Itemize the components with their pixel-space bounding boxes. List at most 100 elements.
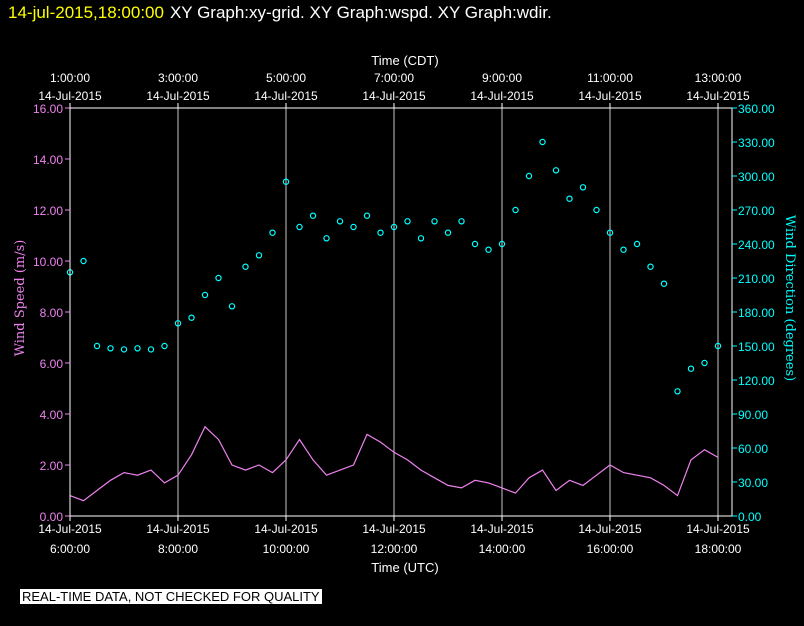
wind-direction-point bbox=[647, 263, 654, 270]
right-tick-label-12: 360.00 bbox=[738, 102, 775, 116]
wind-direction-point bbox=[390, 223, 398, 231]
wind-direction-point bbox=[552, 167, 560, 174]
right-tick-label-0: 0.00 bbox=[738, 510, 762, 524]
bottom-tick-time-5: 16:00:00 bbox=[587, 542, 634, 556]
right-axis: 0.00 30.00 60.00 90.00 120.00 150.00 180.00 210… bbox=[732, 102, 775, 524]
bottom-tick-time-4: 14:00:00 bbox=[479, 542, 526, 556]
wind-direction-point bbox=[701, 359, 708, 367]
wind-direction-point bbox=[512, 206, 519, 214]
wind-direction-point bbox=[660, 280, 668, 287]
wind-direction-point bbox=[539, 138, 546, 146]
wind-direction-point bbox=[80, 257, 87, 265]
wind-direction-point bbox=[309, 212, 317, 219]
top-tick-date-1: 14-Jul-2015 bbox=[146, 89, 210, 103]
wind-direction-point bbox=[255, 252, 263, 259]
left-tick-label-5: 10.00 bbox=[33, 255, 63, 269]
top-tick-date-3: 14-Jul-2015 bbox=[362, 89, 426, 103]
right-tick-label-3: 90.00 bbox=[738, 408, 768, 422]
right-tick-label-8: 240.00 bbox=[738, 238, 775, 252]
top-tick-time-2: 5:00:00 bbox=[266, 71, 306, 85]
bottom-tick-time-0: 6:00:00 bbox=[50, 542, 90, 556]
vertical-grid bbox=[177, 108, 719, 516]
bottom-tick-time-2: 10:00:00 bbox=[263, 542, 310, 556]
wind-direction-point bbox=[431, 218, 438, 225]
wind-direction-point bbox=[579, 184, 587, 191]
wind-direction-point bbox=[134, 345, 141, 352]
wind-direction-point bbox=[458, 218, 465, 225]
bottom-axis: 14-Jul-2015 6:00:00 14-Jul-2015 8:00:00 14-J… bbox=[38, 516, 750, 556]
left-tick-label-7: 14.00 bbox=[33, 153, 63, 167]
wind-direction-point bbox=[471, 240, 479, 248]
wind-direction-point bbox=[336, 218, 344, 225]
left-tick-label-6: 12.00 bbox=[33, 204, 63, 218]
wind-direction-point bbox=[201, 291, 209, 299]
wind-direction-point bbox=[633, 240, 641, 248]
wind-direction-point bbox=[363, 212, 371, 219]
bottom-tick-date-0: 14-Jul-2015 bbox=[38, 522, 102, 536]
right-tick-label-7: 210.00 bbox=[738, 272, 775, 286]
wind-direction-point bbox=[404, 218, 411, 225]
wind-direction-point bbox=[323, 235, 330, 242]
bottom-axis-title: Time (UTC) bbox=[371, 560, 438, 575]
wind-direction-point bbox=[93, 342, 101, 350]
wind-direction-point bbox=[188, 314, 195, 321]
wind-direction-point bbox=[242, 263, 249, 270]
left-axis-title: Wind Speed (m/s) bbox=[13, 240, 28, 357]
wind-direction-point bbox=[120, 346, 128, 353]
top-axis-title: Time (CDT) bbox=[371, 53, 438, 68]
wind-direction-point bbox=[350, 223, 357, 231]
top-tick-time-6: 13:00:00 bbox=[695, 71, 742, 85]
right-tick-label-2: 60.00 bbox=[738, 442, 768, 456]
top-tick-time-3: 7:00:00 bbox=[374, 71, 414, 85]
wind-direction-point bbox=[269, 229, 276, 236]
top-tick-time-5: 11:00:00 bbox=[587, 71, 633, 85]
wind-direction-point bbox=[714, 342, 722, 350]
wind-direction-point bbox=[215, 274, 222, 282]
wind-speed-series bbox=[69, 425, 719, 502]
bottom-tick-date-4: 14-Jul-2015 bbox=[470, 522, 534, 536]
right-tick-label-1: 30.00 bbox=[738, 476, 768, 490]
left-tick-label-1: 2.00 bbox=[40, 459, 64, 473]
top-tick-time-1: 3:00:00 bbox=[158, 71, 198, 85]
wind-direction-point bbox=[674, 388, 681, 395]
top-axis: 1:00:00 14-Jul-2015 3:00:00 14-Jul-2015 5:00… bbox=[38, 71, 750, 108]
bottom-tick-time-6: 18:00:00 bbox=[695, 542, 742, 556]
wind-direction-point bbox=[296, 223, 303, 231]
chart-title-bar: 14-jul-2015,18:00:00 XY Graph:xy-grid. XY… bbox=[8, 3, 552, 23]
quality-notice: REAL-TIME DATA, NOT CHECKED FOR QUALITY bbox=[20, 589, 322, 604]
wind-direction-point bbox=[377, 229, 384, 236]
wind-direction-point bbox=[228, 303, 236, 310]
wind-direction-point bbox=[525, 172, 533, 180]
bottom-tick-date-6: 14-Jul-2015 bbox=[686, 522, 750, 536]
top-tick-date-5: 14-Jul-2015 bbox=[578, 89, 642, 103]
wind-direction-point bbox=[566, 195, 573, 202]
right-tick-label-10: 300.00 bbox=[738, 170, 775, 184]
wind-speed-line bbox=[69, 425, 719, 502]
right-tick-label-9: 270.00 bbox=[738, 204, 775, 218]
wind-direction-point bbox=[107, 345, 114, 352]
plot-frame bbox=[69, 107, 733, 517]
graph-names-label: XY Graph:xy-grid. XY Graph:wspd. XY Grap… bbox=[169, 3, 552, 22]
right-tick-label-6: 180.00 bbox=[738, 306, 775, 320]
timestamp-label: 14-jul-2015,18:00:00 bbox=[8, 3, 164, 22]
bottom-tick-date-2: 14-Jul-2015 bbox=[254, 522, 318, 536]
wind-direction-point bbox=[687, 365, 695, 372]
left-axis: 0.00 2.00 4.00 6.00 8.00 10.00 12.00 14.00 16.00 bbox=[33, 102, 70, 524]
right-axis-title: Wind Direction (degrees) bbox=[782, 215, 797, 381]
wind-direction-point bbox=[620, 246, 627, 253]
wind-direction-point bbox=[593, 206, 600, 214]
bottom-tick-time-3: 12:00:00 bbox=[371, 542, 418, 556]
top-tick-date-2: 14-Jul-2015 bbox=[254, 89, 318, 103]
left-tick-label-2: 4.00 bbox=[40, 408, 64, 422]
left-tick-label-0: 0.00 bbox=[40, 510, 64, 524]
wind-direction-point bbox=[147, 346, 155, 353]
top-tick-date-4: 14-Jul-2015 bbox=[470, 89, 534, 103]
top-tick-time-0: 1:00:00 bbox=[50, 71, 90, 85]
top-tick-date-0: 14-Jul-2015 bbox=[38, 89, 102, 103]
bottom-tick-date-1: 14-Jul-2015 bbox=[146, 522, 210, 536]
right-tick-label-5: 150.00 bbox=[738, 340, 775, 354]
bottom-tick-date-3: 14-Jul-2015 bbox=[362, 522, 426, 536]
wind-direction-point bbox=[161, 342, 168, 350]
left-tick-label-4: 8.00 bbox=[40, 306, 64, 320]
